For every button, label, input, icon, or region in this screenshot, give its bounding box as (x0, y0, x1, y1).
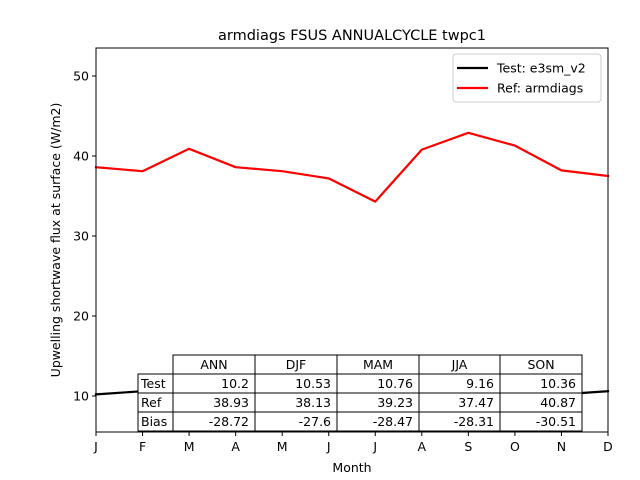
table-column-header: SON (527, 357, 554, 372)
table-cell-value: 38.93 (213, 395, 249, 410)
table-row-label: Test (140, 376, 166, 391)
table-cell-value: -27.6 (299, 414, 331, 429)
y-axis-label: Upwelling shortwave flux at surface (W/m… (48, 103, 63, 378)
table-cell-value: -28.31 (454, 414, 494, 429)
y-tick-label: 30 (73, 229, 89, 244)
table-cell-value: 9.16 (466, 376, 494, 391)
y-tick-label: 50 (73, 69, 89, 84)
x-tick-label: O (510, 439, 520, 454)
legend-label: Ref: armdiags (497, 81, 583, 96)
legend-box (452, 53, 602, 103)
x-tick-label: F (139, 439, 146, 454)
x-tick-label: J (326, 439, 331, 454)
x-tick-label: N (557, 439, 566, 454)
x-tick-label: A (418, 439, 427, 454)
table-cell-value: 40.87 (540, 395, 576, 410)
x-tick-label: A (231, 439, 240, 454)
table-cell-value: -28.47 (373, 414, 413, 429)
table-column-header: DJF (286, 357, 307, 372)
x-tick-label: J (93, 439, 98, 454)
plot-frame (95, 47, 609, 433)
table-column-header: JJA (451, 357, 468, 372)
legend: Test: e3sm_v2 Ref: armdiags (452, 53, 602, 103)
chart-title: armdiags FSUS ANNUALCYCLE twpc1 (218, 28, 486, 44)
table-column-header: MAM (363, 357, 393, 372)
y-tick-label: 10 (73, 389, 89, 404)
x-tick-label: M (184, 439, 195, 454)
table-cell-value: -28.72 (209, 414, 249, 429)
table-column-header: ANN (200, 357, 227, 372)
stats-table: ANN DJF MAM JJA SON Test 10.2 10.53 10.76 9.16 10.… (137, 354, 583, 432)
x-tick-label: M (277, 439, 288, 454)
series-line-1 (94, 131, 610, 203)
x-tick-label: D (603, 439, 613, 454)
y-tick-label: 20 (73, 309, 89, 324)
x-axis-label: Month (332, 460, 371, 475)
table-cell-value: 10.76 (377, 376, 413, 391)
table-cell-value: -30.51 (536, 414, 576, 429)
table-row-label: Bias (141, 414, 167, 429)
table-cell-value: 39.23 (377, 395, 413, 410)
table-cell (499, 411, 583, 432)
y-tick-label: 40 (73, 149, 89, 164)
table-cell-value: 38.13 (295, 395, 331, 410)
x-tick-label: S (464, 439, 472, 454)
table-cell-value: 10.53 (295, 376, 331, 391)
x-tick-label: J (372, 439, 377, 454)
table-cell-value: 10.2 (221, 376, 249, 391)
table-row-label: Ref (141, 395, 162, 410)
legend-label: Test: e3sm_v2 (496, 61, 586, 76)
table-cell-value: 37.47 (458, 395, 494, 410)
table-cell-value: 10.36 (540, 376, 576, 391)
